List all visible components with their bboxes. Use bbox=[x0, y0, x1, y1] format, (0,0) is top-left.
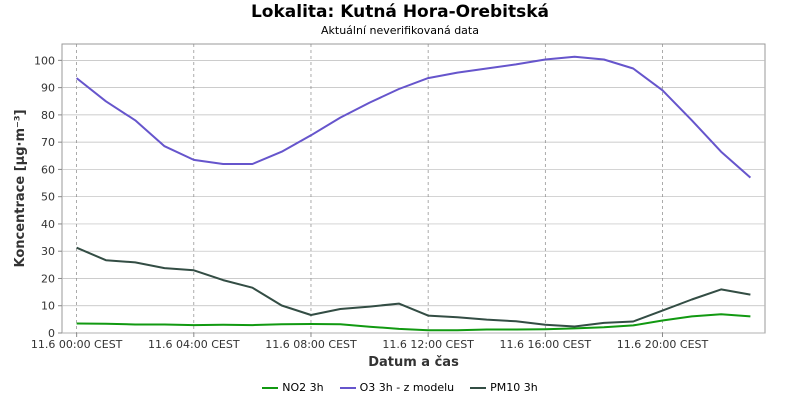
y-tick-label: 0 bbox=[48, 327, 55, 340]
x-axis-label: Datum a čas bbox=[368, 355, 459, 370]
axes: 0 10 20 30 40 50 60 70 80 90 100 11.6 00:00 CEST 11.… bbox=[31, 54, 709, 351]
x-tick-label: 11.6 04:00 CEST bbox=[148, 338, 240, 351]
y-tick-label: 50 bbox=[41, 191, 55, 204]
y-tick-label: 90 bbox=[41, 82, 55, 95]
chart-title: Lokalita: Kutná Hora-Orebitská bbox=[250, 2, 550, 22]
legend: NO2 3h O3 3h - z modelu PM10 3h bbox=[0, 381, 800, 394]
y-tick-label: 60 bbox=[41, 163, 55, 176]
series-line-pm10-3h bbox=[76, 246, 751, 328]
x-tick-label: 11.6 20:00 CEST bbox=[617, 338, 709, 351]
legend-swatch bbox=[339, 386, 356, 389]
legend-label: O3 3h - z modelu bbox=[359, 381, 455, 394]
x-tick-label: 11.6 00:00 CEST bbox=[31, 338, 123, 351]
x-tick-label: 11.6 12:00 CEST bbox=[382, 338, 474, 351]
chart-subtitle: Aktuální neverifikovaná data bbox=[321, 24, 479, 37]
y-axis-label: Koncentrace [µg·m⁻³] bbox=[13, 109, 28, 267]
series-layer bbox=[75, 55, 752, 332]
series-line-no2-3h bbox=[76, 313, 751, 332]
x-tick-label: 11.6 08:00 CEST bbox=[265, 338, 357, 351]
legend-item: PM10 3h bbox=[470, 381, 538, 394]
legend-item: NO2 3h bbox=[262, 381, 324, 394]
legend-swatch bbox=[470, 386, 487, 389]
plot-area bbox=[61, 43, 766, 334]
y-tick-label: 10 bbox=[41, 300, 55, 313]
y-tick-label: 80 bbox=[41, 109, 55, 122]
grid bbox=[62, 44, 765, 334]
legend-item: O3 3h - z modelu bbox=[339, 381, 455, 394]
y-tick-label: 70 bbox=[41, 136, 55, 149]
legend-label: PM10 3h bbox=[490, 381, 538, 394]
legend-swatch bbox=[262, 386, 279, 389]
y-tick-label: 20 bbox=[41, 272, 55, 285]
y-tick-label: 30 bbox=[41, 245, 55, 258]
y-tick-label: 100 bbox=[34, 54, 55, 67]
legend-label: NO2 3h bbox=[282, 381, 324, 394]
series-line-o3-3h-z-modelu bbox=[75, 55, 752, 179]
x-tick-label: 11.6 16:00 CEST bbox=[500, 338, 592, 351]
y-tick-label: 40 bbox=[41, 218, 55, 231]
